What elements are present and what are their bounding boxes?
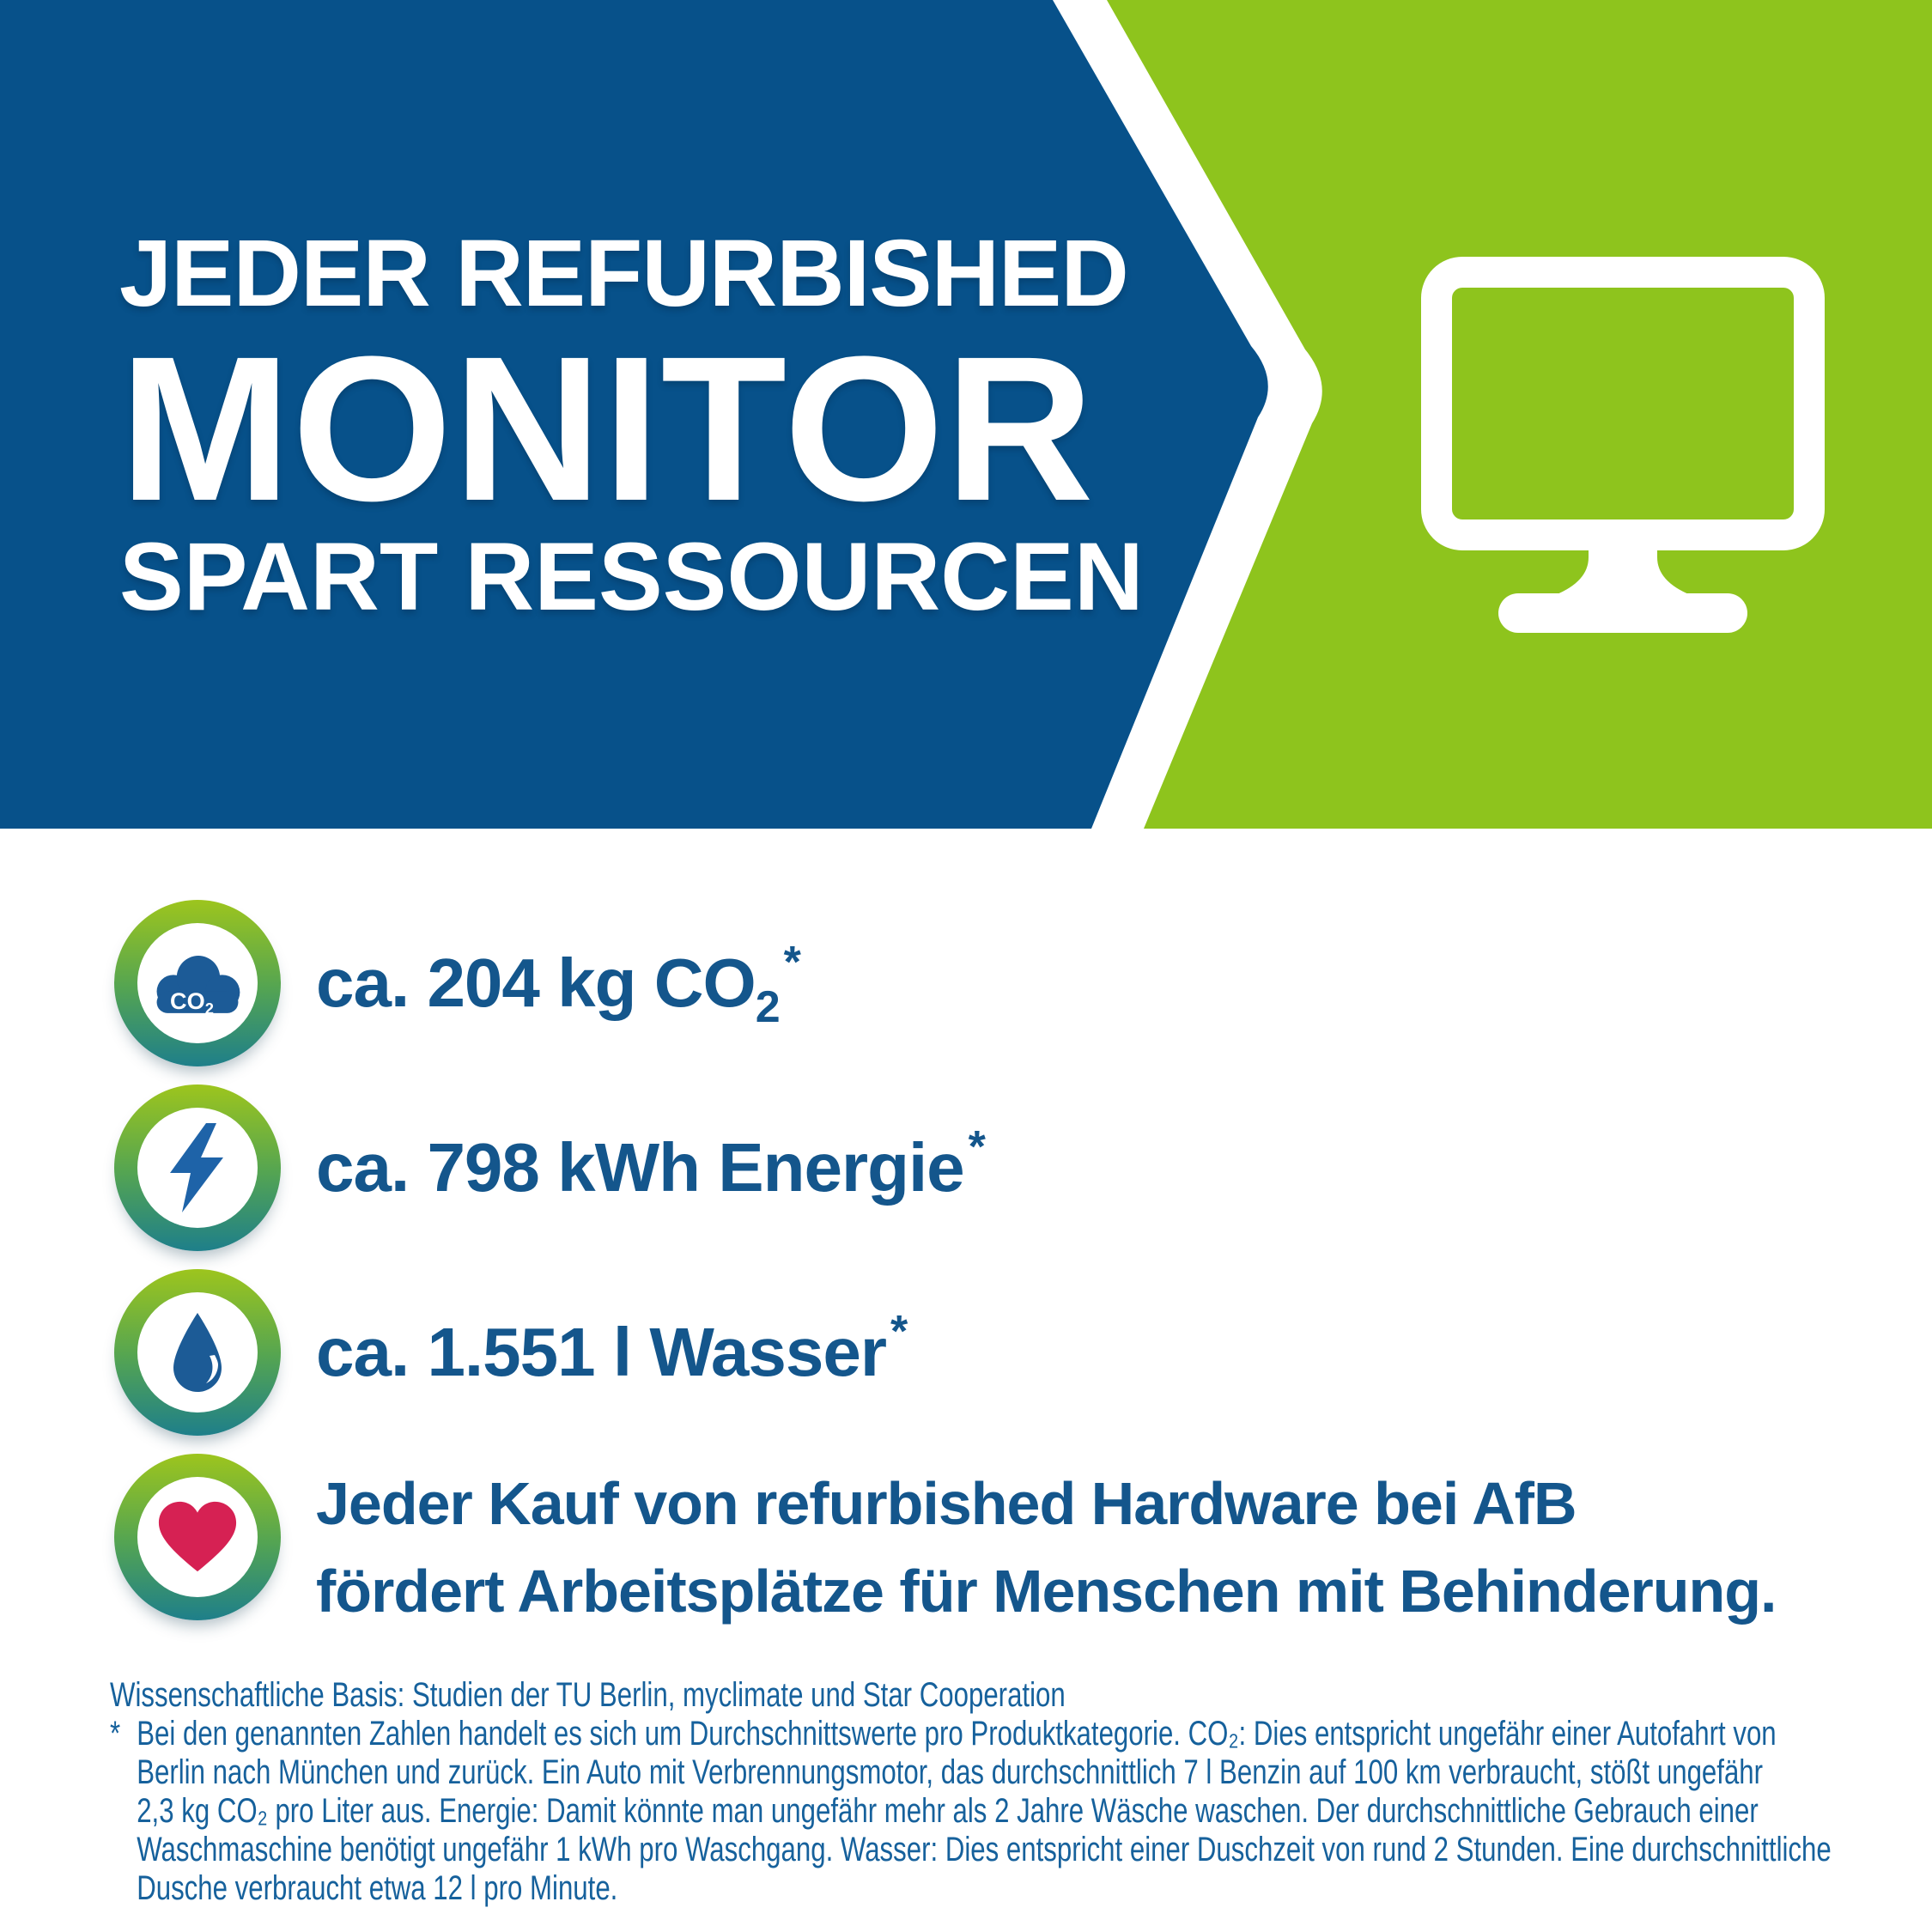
heart-icon [158,1501,237,1572]
stat-co2: ca. 204 kg CO 2 * [316,900,801,1066]
stat-co2-asterisk: * [783,938,801,987]
svg-text:CO2: CO2 [170,987,214,1018]
footnote-line-2: Berlin nach München und zurück. Ein Auto… [137,1753,1764,1791]
stat-co2-subscript: 2 [755,982,781,1032]
footnote-basis: Wissenschaftliche Basis: Studien der TU … [110,1676,1066,1714]
water-badge-inner [137,1292,258,1413]
heart-badge-inner [137,1477,258,1597]
stat-water: ca. 1.551 l Wasser * [316,1269,908,1436]
co2-cloud-icon: CO2 [156,956,240,1018]
footnote-line-4: Waschmaschine benötigt ungefähr 1 kWh pr… [137,1831,1832,1868]
footnote: Wissenschaftliche Basis: Studien der TU … [110,1676,1851,1908]
headline-line-1: JEDER REFURBISHED [119,221,1129,326]
energy-badge [114,1084,281,1251]
header-banner [0,0,1932,829]
water-badge [114,1269,281,1436]
lightning-icon [170,1123,223,1212]
blue-arrow [0,0,1268,829]
stat-energy-label: ca. 798 kWh Energie [316,1129,965,1206]
impact-line-1: Jeder Kauf von refurbished Hardware bei … [316,1470,1577,1537]
footnote-asterisk-marker: * [110,1715,121,1753]
heart-badge [114,1454,281,1620]
energy-badge-inner [137,1108,258,1228]
footnote-asterisk-row: * Bei den genannten Zahlen handelt es si… [110,1715,1851,1908]
stat-water-label: ca. 1.551 l Wasser [316,1314,887,1390]
footnote-line-5: Dusche verbraucht etwa 12 l pro Minute. [137,1869,618,1907]
co2-badge-inner: CO2 [137,923,258,1043]
stat-water-asterisk: * [890,1307,908,1357]
stat-energy-asterisk: * [968,1122,986,1172]
footnote-lines: Bei den genannten Zahlen handelt es sich… [137,1715,1832,1908]
stat-energy: ca. 798 kWh Energie * [316,1084,986,1251]
footnote-line-3: 2,3 kg CO₂ pro Liter aus. Energie: Damit… [137,1792,1759,1830]
impact-line-2: fördert Arbeitsplätze für Menschen mit B… [316,1558,1777,1625]
water-drop-icon [173,1313,222,1392]
co2-badge: CO2 [114,900,281,1066]
headline-line-2: MONITOR [119,313,1095,544]
footnote-line-1: Bei den genannten Zahlen handelt es sich… [137,1715,1777,1753]
impact-text: Jeder Kauf von refurbished Hardware bei … [316,1460,1777,1635]
monitor-icon [1421,257,1825,633]
headline-line-3: SPART RESSOURCEN [119,523,1144,630]
stat-co2-label: ca. 204 kg CO [316,945,756,1021]
